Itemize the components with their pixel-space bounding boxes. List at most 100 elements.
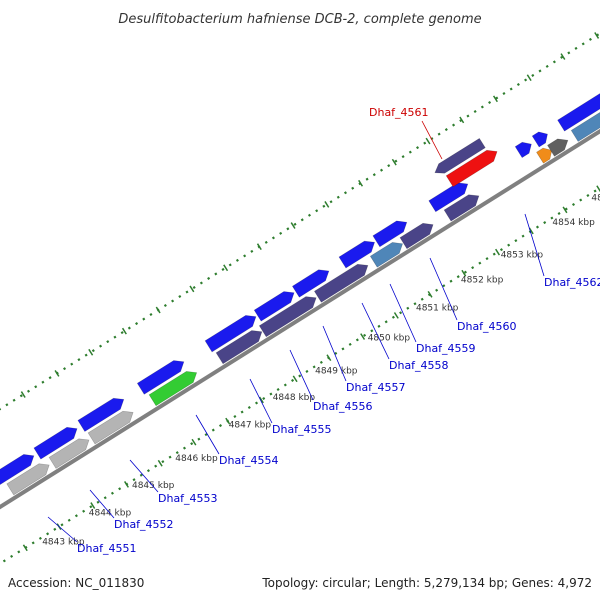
kbp-tick-label: 4854 kbp — [552, 218, 595, 228]
grid-tick-mark — [391, 158, 397, 166]
gene-arrow-gray — [87, 410, 134, 445]
genome-backbone — [0, 128, 600, 510]
accession-text: Accession: NC_011830 — [8, 576, 144, 590]
outer-grid-line — [0, 32, 600, 411]
gene-label[interactable]: Dhaf_4558 — [389, 359, 449, 372]
gene-arrow-blue — [531, 131, 548, 148]
callout-line — [249, 378, 273, 424]
grid-tick-mark — [225, 417, 231, 425]
grid-tick-mark — [124, 481, 129, 488]
grid-tick-mark — [326, 354, 332, 362]
callout-line — [389, 283, 417, 343]
kbp-tick-label: 4851 kbp — [416, 303, 459, 313]
callout-line — [361, 302, 390, 360]
grid-dotted-lines — [0, 32, 600, 565]
gene-label[interactable]: Dhaf_4553 — [158, 492, 218, 505]
grid-tick-mark — [223, 264, 229, 272]
grid-tick-mark — [425, 137, 431, 145]
kbp-tick-label: 4848 kbp — [273, 393, 316, 403]
gene-arrow-slate — [443, 194, 480, 222]
gene-arrow-blue — [372, 220, 408, 248]
callout-line — [322, 325, 347, 382]
callout-line — [89, 489, 115, 519]
gene-arrow-slate — [215, 330, 263, 365]
grid-tick-mark — [155, 306, 161, 314]
grid-tick-mark — [54, 370, 60, 377]
gene-label[interactable]: Dhaf_4559 — [416, 342, 476, 355]
grid-tick-mark — [528, 227, 534, 235]
grid-tick-mark — [324, 201, 330, 208]
gene-arrow-blue — [0, 454, 35, 485]
backbone-line — [0, 128, 600, 510]
grid-tick-mark — [461, 269, 467, 277]
gene-arrow-blue — [77, 397, 125, 432]
callout-line — [129, 459, 159, 493]
gene-label[interactable]: Dhaf_4552 — [114, 518, 174, 531]
gene-arrow-blue — [338, 240, 376, 269]
grid-tick-mark — [191, 438, 197, 446]
gene-label[interactable]: Dhaf_4561 — [369, 106, 429, 119]
gene-label[interactable]: Dhaf_4554 — [219, 454, 279, 467]
kbp-tick-label: 4843 kbp — [42, 537, 85, 547]
gene-arrow-blue — [33, 426, 78, 460]
grid-tick-mark — [360, 333, 366, 340]
gene-arrow-slate — [434, 137, 486, 174]
grid-tick-mark — [358, 179, 364, 187]
kbp-tick-label: 4846 kbp — [175, 454, 218, 464]
gene-label[interactable]: Dhaf_4555 — [272, 423, 332, 436]
callout-line — [47, 516, 78, 543]
gene-arrow-green — [148, 371, 198, 407]
kbp-tick-label: 4852 kbp — [461, 275, 504, 285]
kbp-tick-label: 4855 kbp — [591, 194, 600, 204]
gene-arrow-blue — [204, 315, 257, 353]
grid-tick-mark — [20, 391, 26, 398]
gene-label[interactable]: Dhaf_4551 — [77, 542, 137, 555]
grid-tick-mark — [22, 544, 28, 552]
gene-arrow-blue — [291, 269, 330, 298]
callout-line — [429, 257, 458, 321]
grid-tick-mark — [290, 222, 296, 229]
gene-label[interactable]: Dhaf_4556 — [313, 400, 373, 413]
grid-tick-mark — [526, 74, 532, 82]
grid-tick-mark — [594, 32, 600, 39]
gene-arrow-steel — [570, 112, 600, 142]
gene-arrow-orange — [536, 147, 553, 164]
gene-arrow-gray — [48, 438, 90, 469]
grid-tick-mark — [427, 290, 433, 298]
callout-line — [421, 120, 443, 160]
gene-label[interactable]: Dhaf_4560 — [457, 320, 517, 333]
callout-line — [524, 213, 545, 277]
gene-arrow-blue — [557, 93, 600, 132]
gene-arrow-slate — [313, 263, 369, 303]
grid-tick-mark — [560, 53, 566, 60]
gene-arrow-blue — [136, 360, 185, 395]
gene-label[interactable]: Dhaf_4562 — [544, 276, 600, 289]
gene-arrow-gray — [6, 463, 50, 496]
grid-tick-mark — [157, 459, 163, 467]
grid-tick-mark — [256, 243, 262, 251]
grid-tick-mark — [495, 248, 501, 256]
callout-line — [195, 414, 220, 455]
grid-tick-mark — [90, 502, 96, 509]
grid-tick-mark — [88, 348, 94, 356]
gene-arrow-blue — [514, 141, 532, 159]
grid-tick-mark — [393, 312, 399, 319]
callout-line — [289, 349, 314, 401]
gene-features[interactable] — [0, 81, 600, 544]
kbp-tick-label: 4850 kbp — [368, 334, 411, 344]
gene-arrow-darkgray — [547, 138, 569, 157]
gene-callouts[interactable]: Dhaf_4551 Dhaf_4552 Dhaf_4553 Dhaf_4554 Dhaf… — [47, 106, 600, 555]
gene-arrow-slate — [399, 222, 434, 250]
grid-tick-mark — [562, 206, 568, 214]
grid-tick-mark — [189, 285, 195, 293]
gene-label[interactable]: Dhaf_4557 — [346, 381, 406, 394]
kbp-tick-label: 4847 kbp — [229, 421, 272, 431]
gene-arrow-red — [445, 149, 498, 188]
grid-tick-mark — [492, 95, 498, 103]
inner-grid-line — [0, 186, 600, 565]
gene-arrow-blue — [253, 291, 295, 322]
grid-tick-mark — [121, 327, 127, 335]
gene-arrow-steel — [369, 242, 404, 268]
